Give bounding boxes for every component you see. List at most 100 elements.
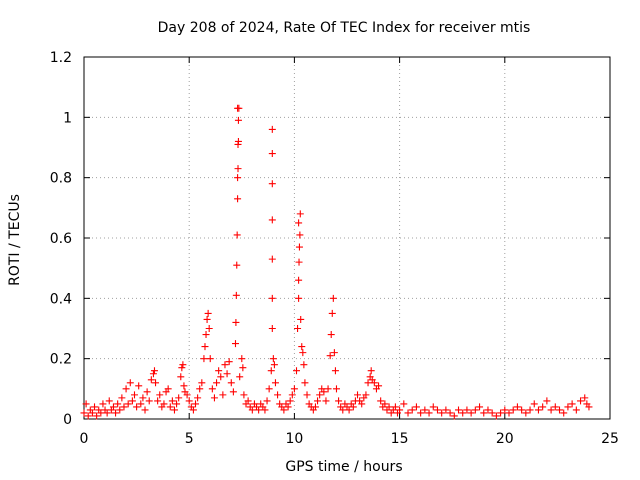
data-point — [560, 409, 568, 417]
data-point — [215, 367, 223, 375]
x-tick-labels: 0 5 10 15 20 25 — [80, 431, 619, 447]
data-point — [166, 403, 174, 411]
data-point — [288, 391, 296, 399]
data-point — [116, 406, 124, 414]
data-point — [471, 406, 479, 414]
data-point — [364, 379, 372, 387]
data-point — [173, 400, 181, 408]
data-points — [80, 104, 593, 420]
data-point — [396, 406, 404, 414]
data-point — [328, 309, 336, 317]
data-point — [97, 409, 105, 417]
data-point — [300, 361, 308, 369]
data-point — [227, 379, 235, 387]
y-tick-labels: 0 0.2 0.4 0.6 0.8 1 1.2 — [50, 50, 72, 428]
data-point — [133, 403, 141, 411]
data-point — [225, 358, 233, 366]
data-point — [234, 137, 242, 145]
data-point — [114, 400, 122, 408]
data-point — [268, 255, 276, 263]
data-point — [147, 376, 155, 384]
data-point — [421, 406, 429, 414]
data-point — [141, 406, 149, 414]
data-point — [556, 406, 564, 414]
data-point — [455, 406, 463, 414]
data-point — [320, 388, 328, 396]
y-tick-label: 0.8 — [50, 171, 72, 187]
data-point — [234, 165, 242, 173]
axis-ticks — [83, 56, 611, 420]
data-point — [128, 397, 136, 405]
data-point — [269, 355, 277, 363]
data-point — [530, 400, 538, 408]
x-tick-label: 0 — [80, 431, 89, 447]
data-point — [577, 397, 585, 405]
data-point — [547, 406, 555, 414]
data-point — [168, 397, 176, 405]
data-point — [234, 104, 242, 112]
data-point — [137, 400, 145, 408]
data-point — [130, 391, 138, 399]
y-tick-label: 1.2 — [50, 50, 72, 66]
data-point — [505, 409, 513, 417]
data-point — [268, 150, 276, 158]
data-point — [518, 406, 526, 414]
data-point — [303, 391, 311, 399]
data-point — [299, 349, 307, 357]
data-point — [189, 406, 197, 414]
data-point — [234, 174, 242, 182]
data-point — [229, 388, 237, 396]
x-tick-label: 20 — [496, 431, 514, 447]
data-point — [539, 403, 547, 411]
plot-frame — [83, 56, 611, 420]
data-point — [327, 331, 335, 339]
data-point — [152, 379, 160, 387]
data-point — [295, 219, 303, 227]
data-point — [322, 397, 330, 405]
data-point — [175, 394, 183, 402]
data-point — [295, 276, 303, 284]
data-point — [297, 315, 305, 323]
data-point — [295, 258, 303, 266]
data-point — [223, 370, 231, 378]
data-point — [255, 406, 263, 414]
data-point — [298, 343, 306, 351]
data-point — [82, 400, 90, 408]
data-point — [367, 367, 375, 375]
chart-title: Day 208 of 2024, Rate Of TEC Index for r… — [158, 20, 531, 36]
data-point — [204, 309, 212, 317]
data-point — [201, 343, 209, 351]
data-point — [261, 406, 269, 414]
data-point — [122, 385, 130, 393]
y-axis-label: ROTI / TECUs — [7, 194, 23, 286]
data-point — [206, 355, 214, 363]
data-point — [145, 397, 153, 405]
data-point — [484, 406, 492, 414]
data-point — [179, 361, 187, 369]
data-point — [429, 403, 437, 411]
data-point — [391, 403, 399, 411]
data-point — [497, 409, 505, 417]
data-point — [433, 406, 441, 414]
data-point — [293, 367, 301, 375]
data-point — [459, 409, 467, 417]
data-point — [358, 400, 366, 408]
data-point — [217, 373, 225, 381]
data-point — [240, 391, 248, 399]
data-point — [178, 364, 186, 372]
data-point — [112, 409, 120, 417]
data-point — [501, 406, 509, 414]
data-point — [84, 412, 92, 420]
data-point — [105, 397, 113, 405]
data-point — [219, 391, 227, 399]
data-point — [450, 412, 458, 420]
data-point — [513, 403, 521, 411]
data-point — [139, 394, 147, 402]
data-point — [585, 403, 593, 411]
data-point — [442, 406, 450, 414]
data-point — [326, 352, 334, 360]
data-point — [263, 397, 271, 405]
data-point — [345, 406, 353, 414]
data-point — [270, 361, 278, 369]
data-point — [156, 391, 164, 399]
